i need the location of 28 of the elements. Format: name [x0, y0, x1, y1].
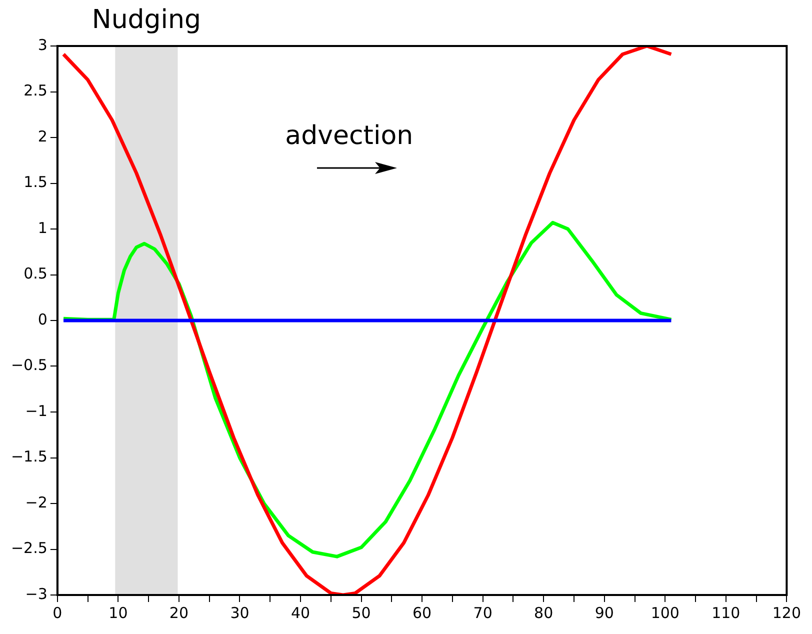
y-tick-label: 1: [38, 218, 48, 237]
x-tick-label: 10: [108, 604, 128, 622]
y-tick-label: −2.5: [10, 539, 48, 558]
annotation: advection: [285, 121, 414, 151]
y-tick-label: 3: [38, 36, 48, 54]
x-tick-label: 50: [352, 604, 371, 622]
x-tick-label: 0: [52, 604, 62, 622]
x-tick-label: 60: [412, 604, 432, 622]
x-tick-label: 80: [534, 604, 554, 622]
x-tick-label: 40: [290, 604, 310, 622]
y-tick-label: −0.5: [10, 356, 48, 374]
y-tick-label: 2: [38, 127, 48, 146]
y-tick-label: −2: [25, 493, 48, 512]
band-label: Nudging: [92, 4, 202, 35]
x-tick-label: 100: [650, 604, 680, 622]
y-tick-label: 0.5: [24, 264, 48, 283]
y-tick-label: 0: [38, 310, 48, 328]
y-tick-label: −1: [25, 402, 48, 420]
x-tick-label: 110: [712, 604, 740, 622]
y-tick-label: 2.5: [24, 82, 48, 100]
x-tick-label: 90: [594, 604, 614, 622]
x-tick-label: 120: [772, 604, 802, 622]
x-tick-label: 20: [169, 604, 189, 622]
x-tick-label: 70: [473, 604, 492, 622]
y-tick-label: −1.5: [10, 448, 48, 466]
y-tick-label: −3: [25, 584, 48, 603]
x-tick-label: 30: [230, 604, 250, 622]
y-tick-label: 1.5: [24, 173, 48, 192]
